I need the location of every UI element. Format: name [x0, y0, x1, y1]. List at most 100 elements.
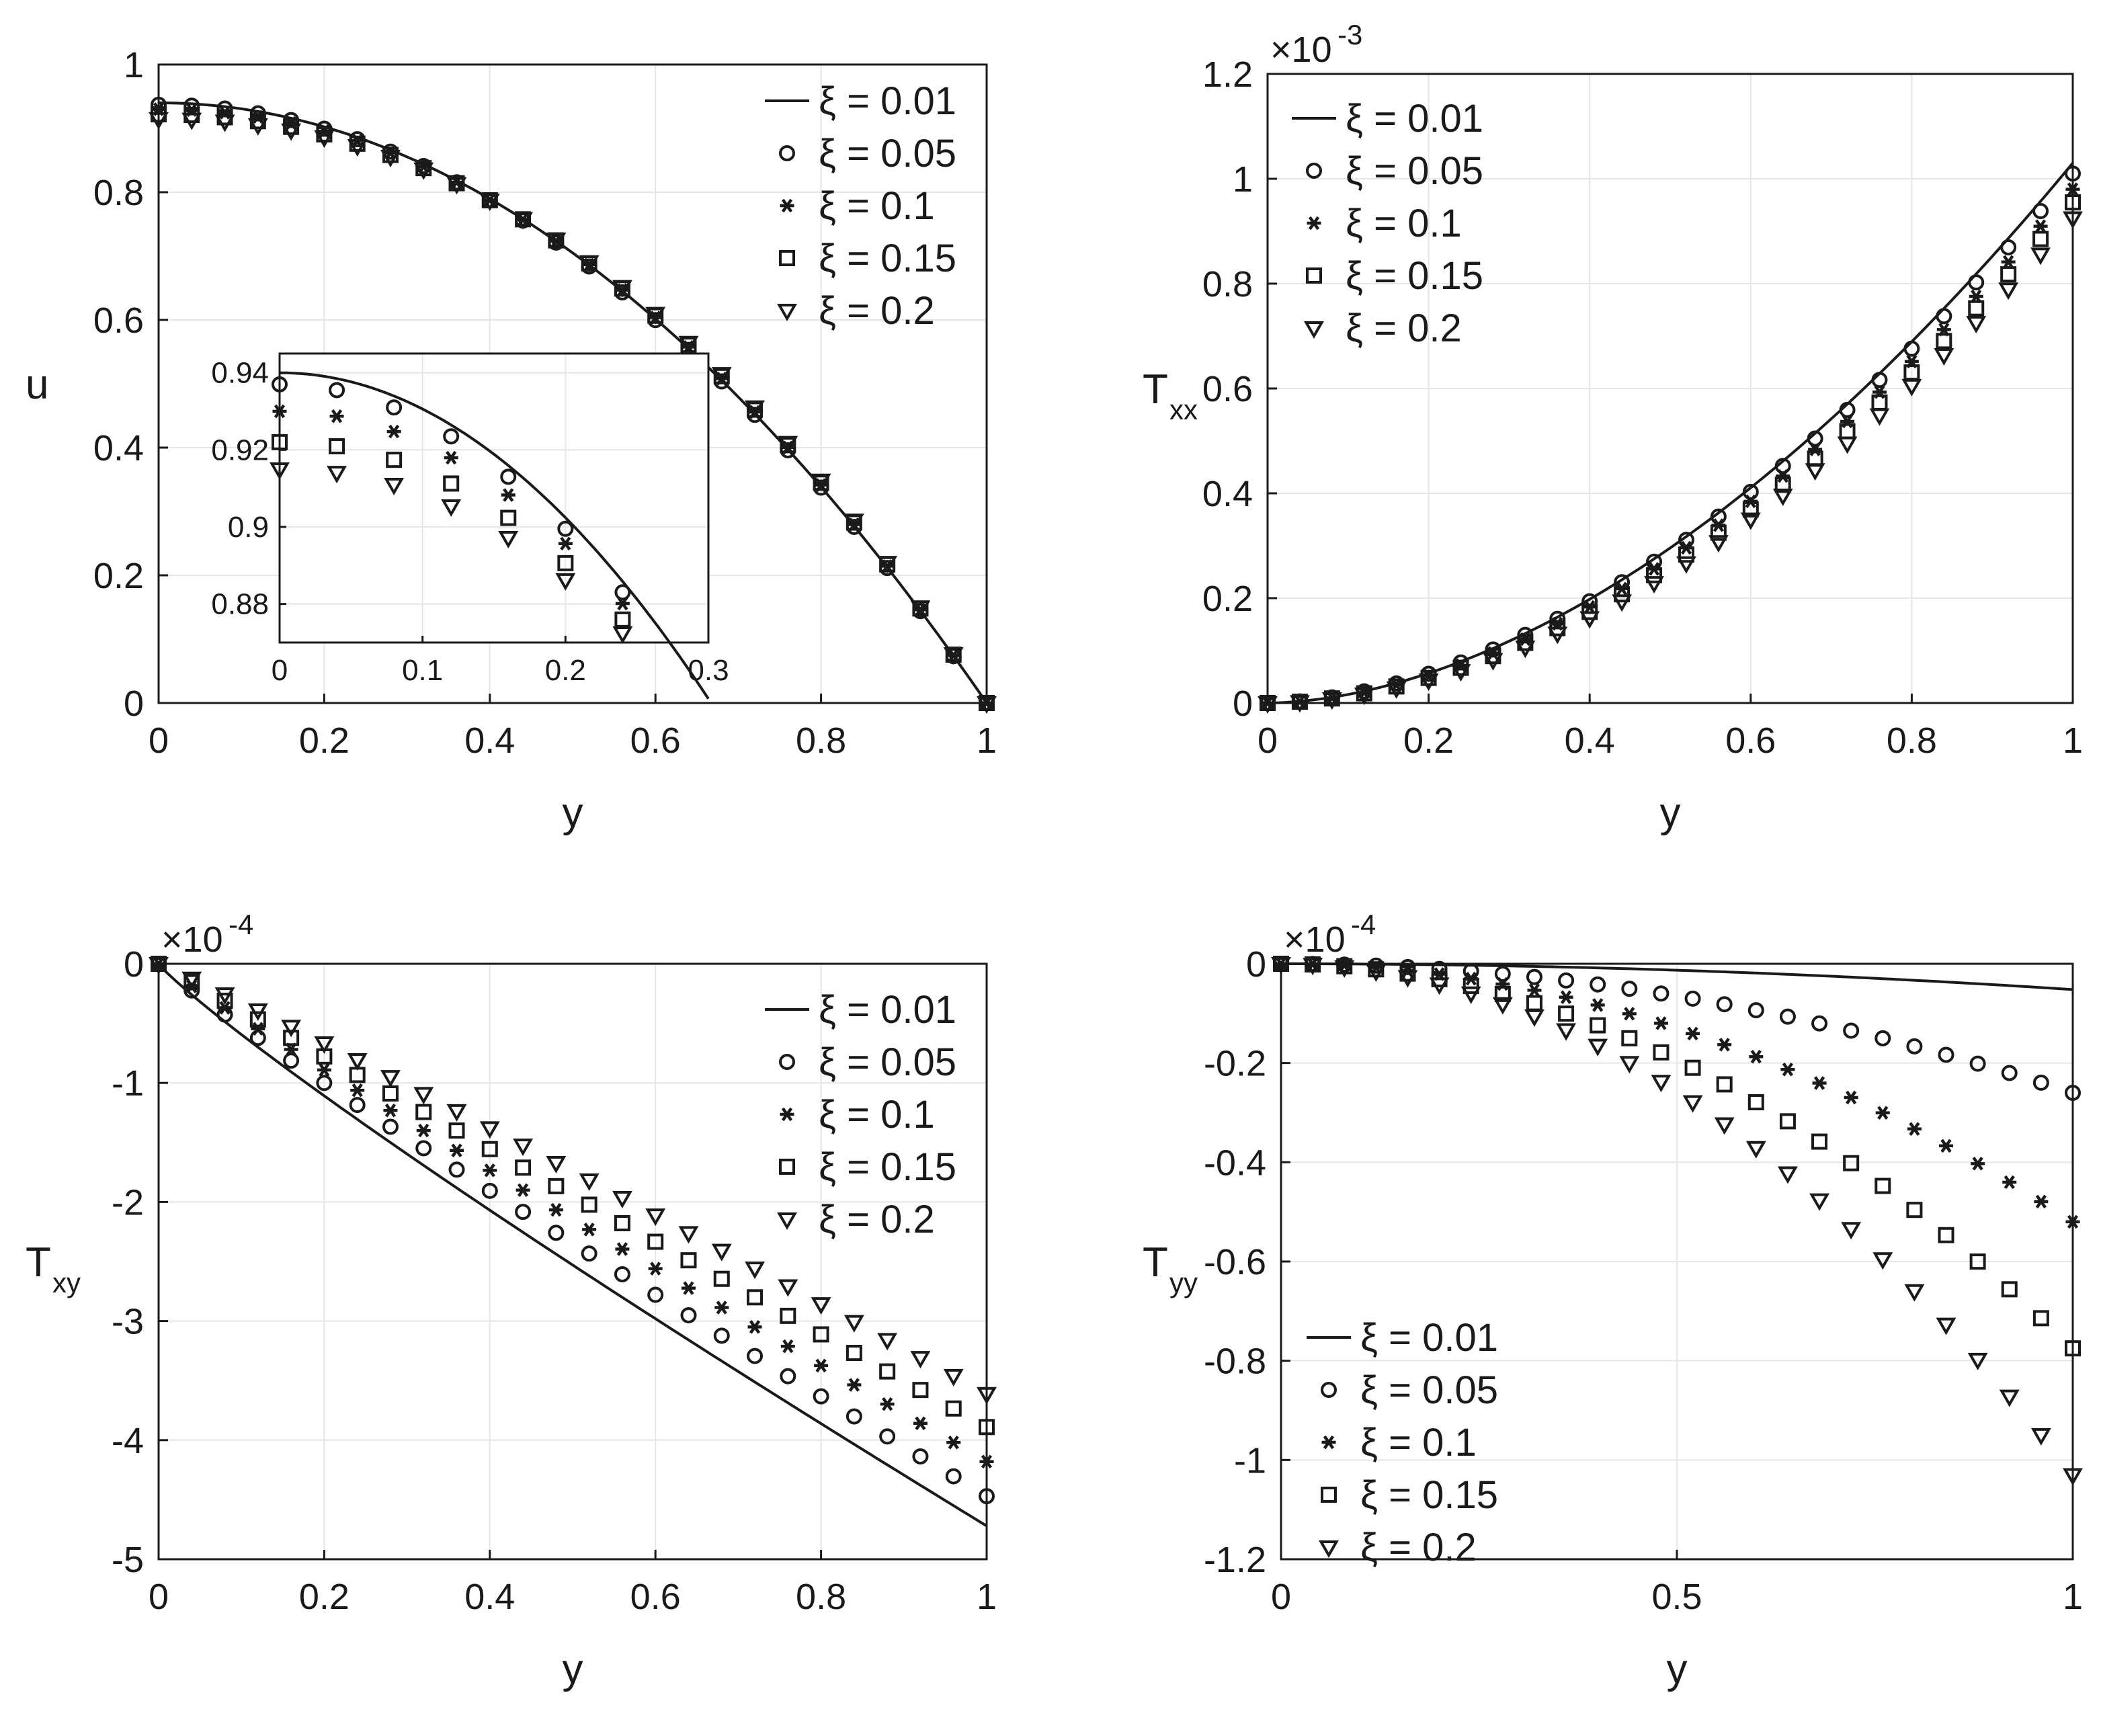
data-point-asterisk — [1907, 1122, 1922, 1136]
y-tick-label: 0.2 — [93, 556, 144, 596]
legend-label: ξ = 0.1 — [1346, 202, 1462, 245]
data-point-triangle-down — [1547, 626, 1568, 645]
x-tick-label: 0 — [149, 1577, 169, 1617]
data-point-circle — [1779, 1008, 1796, 1025]
data-point-square — [945, 1400, 962, 1417]
axis-exponent-power: -4 — [1351, 909, 1376, 940]
y-axis-label: T — [1143, 1239, 1168, 1286]
inset-y-tick-label: 0.88 — [211, 588, 269, 621]
x-tick-label: 0 — [1271, 1577, 1291, 1617]
data-point-triangle-down — [181, 112, 202, 130]
legend-marker-circle — [779, 145, 795, 161]
axis-exponent: ×10 — [1284, 919, 1346, 960]
data-point-asterisk — [1812, 1076, 1827, 1090]
data-point-triangle-down — [1777, 1166, 1798, 1184]
data-point-triangle-down — [1869, 408, 1890, 426]
data-point-triangle-down — [811, 1297, 831, 1315]
data-point-circle — [2065, 165, 2081, 182]
data-point-triangle-down — [877, 556, 898, 574]
data-point-triangle-down — [1740, 512, 1761, 530]
data-point-triangle-down — [711, 1243, 732, 1262]
legend-marker-triangle-down — [777, 1212, 797, 1231]
data-point-circle — [1526, 968, 1542, 985]
data-point-square — [747, 1289, 764, 1306]
data-point-circle — [1839, 401, 1856, 418]
legend-label: ξ = 0.1 — [1360, 1421, 1477, 1464]
data-point-square — [1969, 1253, 1986, 1270]
data-point-circle — [1590, 976, 1606, 993]
data-point-circle — [448, 1161, 465, 1178]
legend-label: ξ = 0.01 — [1346, 97, 1483, 140]
inset-y-tick-label: 0.92 — [211, 433, 269, 466]
data-point-triangle-down — [943, 1368, 964, 1387]
x-tick-label: 0 — [1258, 720, 1278, 761]
data-point-triangle-down — [1418, 673, 1439, 692]
data-point-triangle-down — [1998, 282, 2019, 300]
data-point-circle — [1774, 458, 1791, 474]
data-point-circle — [1906, 1038, 1923, 1055]
inset-panel: 0 0.1 0.2 0.3 0.88 0.9 0.92 0.94 — [211, 352, 729, 700]
y-axis-label: T — [1143, 366, 1168, 413]
data-point-triangle-down — [1676, 556, 1696, 574]
data-point-square — [1590, 1017, 1606, 1034]
legend-label: ξ = 0.1 — [819, 184, 935, 228]
inset-x-tick-label: 0.3 — [688, 654, 729, 687]
data-point-triangle-down — [513, 212, 534, 230]
inset-y-tick-label: 0.94 — [211, 357, 269, 390]
data-point-circle — [1716, 996, 1733, 1013]
legend-marker-asterisk — [1321, 1435, 1336, 1450]
x-axis-label: y — [563, 1646, 583, 1692]
data-point-square — [846, 1345, 862, 1362]
data-point-square — [647, 1233, 664, 1250]
data-point-square — [1938, 1227, 1954, 1243]
data-point-square — [2000, 266, 2017, 283]
y-tick-label: 1 — [124, 45, 144, 85]
data-point-triangle-down — [645, 1208, 666, 1227]
legend-marker-circle — [1321, 1382, 1337, 1398]
data-point-triangle-down — [678, 335, 699, 354]
y-axis-label: u — [26, 362, 48, 408]
data-point-triangle-down — [1271, 957, 1291, 975]
legend-marker-triangle-down — [1304, 321, 1324, 339]
data-point-triangle-down — [711, 367, 732, 385]
data-point-triangle-down — [314, 130, 335, 149]
data-point-asterisk — [780, 1339, 795, 1354]
data-point-triangle-down — [1837, 436, 1858, 454]
inset-data-point-asterisk — [386, 424, 401, 439]
data-point-triangle-down — [745, 400, 765, 418]
y-tick-label: 0.8 — [93, 173, 144, 213]
data-point-square — [2032, 1310, 2049, 1327]
data-point-triangle-down — [1289, 695, 1310, 713]
data-point-asterisk — [1749, 1049, 1764, 1064]
data-point-square — [813, 1326, 829, 1343]
data-point-triangle-down — [1872, 1252, 1893, 1270]
data-point-square — [1906, 1202, 1923, 1218]
data-point-square — [1716, 1076, 1733, 1093]
data-point-triangle-down — [1999, 1389, 2020, 1407]
y-tick-label: -0.4 — [1204, 1143, 1266, 1183]
data-point-asterisk — [681, 1281, 696, 1295]
data-point-circle — [515, 1204, 532, 1221]
data-point-circle — [1936, 308, 1952, 325]
data-point-triangle-down — [1460, 986, 1481, 1004]
data-point-asterisk — [2002, 1175, 2017, 1190]
data-point-triangle-down — [678, 1226, 699, 1244]
data-point-asterisk — [1653, 1016, 1668, 1030]
data-point-square — [1678, 546, 1694, 563]
data-point-square — [1875, 1177, 1891, 1194]
data-point-triangle-down — [1805, 463, 1825, 481]
data-point-triangle-down — [1334, 960, 1355, 978]
data-point-triangle-down — [347, 1052, 368, 1071]
data-point-triangle-down — [149, 957, 169, 975]
legend-label: ξ = 0.15 — [1346, 254, 1483, 298]
data-point-asterisk — [979, 1454, 994, 1469]
data-point-square — [415, 1104, 432, 1120]
series-line-xi-0.01 — [157, 962, 988, 1528]
data-point-circle — [1747, 1002, 1764, 1019]
data-point-square — [448, 1122, 465, 1139]
data-point-asterisk — [1743, 494, 1758, 509]
x-tick-label: 0.2 — [299, 720, 349, 761]
x-tick-label: 0.2 — [1403, 720, 1454, 761]
data-point-triangle-down — [1772, 488, 1793, 506]
data-point-asterisk — [1686, 1026, 1700, 1041]
